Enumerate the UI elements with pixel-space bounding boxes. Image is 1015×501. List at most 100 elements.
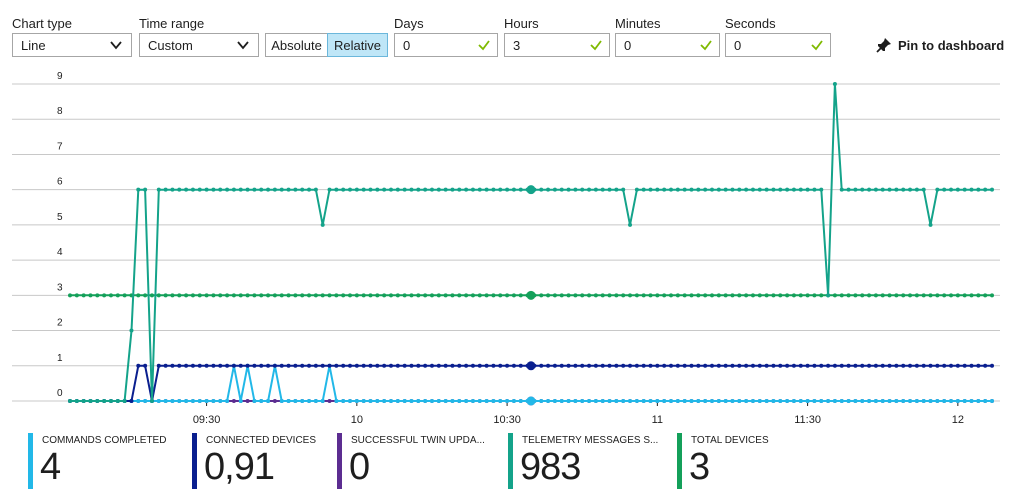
data-point (607, 399, 612, 403)
data-point (361, 187, 366, 192)
data-point (225, 363, 230, 368)
data-point (737, 293, 742, 298)
data-point (942, 187, 947, 192)
legend-item[interactable]: CONNECTED DEVICES 0,91 (192, 433, 332, 489)
data-point (334, 399, 339, 403)
data-point (976, 399, 981, 403)
data-point (628, 293, 633, 298)
data-point (798, 363, 803, 368)
minutes-value: 0 (624, 38, 632, 53)
data-point (566, 363, 571, 368)
data-point (696, 399, 701, 403)
data-point (600, 363, 605, 368)
data-point (716, 187, 721, 192)
data-point (266, 293, 271, 298)
data-point (300, 399, 305, 403)
data-point (730, 399, 735, 403)
data-point (177, 399, 182, 403)
check-icon (811, 40, 823, 51)
data-point (791, 363, 796, 368)
data-point (552, 293, 557, 298)
relative-toggle[interactable]: Relative (327, 33, 388, 57)
data-point (921, 363, 926, 368)
legend-item[interactable]: SUCCESSFUL TWIN UPDA... 0 (337, 433, 502, 489)
data-point (826, 363, 831, 368)
data-point (279, 187, 284, 192)
data-point (190, 293, 195, 298)
data-point (293, 399, 298, 403)
data-point (737, 187, 742, 192)
data-point (819, 187, 824, 192)
data-point (518, 293, 523, 298)
data-point (457, 293, 462, 298)
legend-item[interactable]: TELEMETRY MESSAGES S... 983 (508, 433, 673, 489)
data-point (245, 187, 250, 192)
data-point (709, 293, 714, 298)
data-point (873, 363, 878, 368)
pin-to-dashboard-button[interactable]: Pin to dashboard (876, 37, 1004, 53)
minutes-input[interactable]: 0 (615, 33, 720, 57)
data-point (238, 187, 243, 192)
data-point (908, 187, 913, 192)
seconds-input[interactable]: 0 (725, 33, 831, 57)
data-point (552, 187, 557, 192)
data-point (976, 293, 981, 298)
data-point (785, 363, 790, 368)
data-point (546, 187, 551, 192)
data-point (914, 293, 919, 298)
data-point (703, 399, 708, 403)
data-point (190, 187, 195, 192)
data-point (457, 363, 462, 368)
data-point (928, 222, 933, 227)
data-point (293, 363, 298, 368)
data-point (709, 363, 714, 368)
legend-series-name: TOTAL DEVICES (691, 435, 769, 446)
legend-series-name: TELEMETRY MESSAGES S... (522, 435, 659, 446)
chart-toolbar: Chart type Line Time range Custom Absolu… (0, 0, 1015, 66)
data-point (382, 363, 387, 368)
data-point (375, 363, 380, 368)
data-point (785, 187, 790, 192)
data-point (156, 187, 161, 192)
data-point (621, 293, 626, 298)
time-range-value: Custom (148, 38, 193, 53)
data-point (921, 399, 926, 403)
data-point (819, 293, 824, 298)
data-point (416, 399, 421, 403)
data-point (648, 293, 653, 298)
chart-type-value: Line (21, 38, 46, 53)
data-point (204, 187, 209, 192)
data-point (614, 187, 619, 192)
data-point (580, 187, 585, 192)
data-point (136, 293, 141, 298)
data-point (573, 187, 578, 192)
legend-item[interactable]: COMMANDS COMPLETED 4 (28, 433, 188, 489)
data-point (197, 399, 202, 403)
y-axis: 0 1 2 3 4 5 6 7 8 9 (57, 71, 63, 399)
time-range-select[interactable]: Custom (139, 33, 259, 57)
data-point (423, 399, 428, 403)
data-point (812, 363, 817, 368)
data-point (846, 293, 851, 298)
data-point (791, 293, 796, 298)
hours-input[interactable]: 3 (504, 33, 610, 57)
data-point (990, 363, 994, 368)
chevron-down-icon (110, 41, 122, 50)
days-input[interactable]: 0 (394, 33, 498, 57)
data-point (170, 399, 175, 403)
chart-type-select[interactable]: Line (12, 33, 132, 57)
data-point (709, 399, 714, 403)
absolute-toggle[interactable]: Absolute (265, 33, 328, 57)
data-point (136, 399, 141, 403)
data-point (593, 399, 598, 403)
data-point (846, 363, 851, 368)
data-point (791, 399, 796, 403)
legend-item[interactable]: TOTAL DEVICES 3 (677, 433, 797, 489)
data-point (279, 399, 284, 403)
data-point (498, 187, 503, 192)
data-point (737, 399, 742, 403)
data-point (266, 399, 271, 403)
data-point (231, 293, 236, 298)
data-point (901, 399, 906, 403)
data-point (546, 399, 551, 403)
